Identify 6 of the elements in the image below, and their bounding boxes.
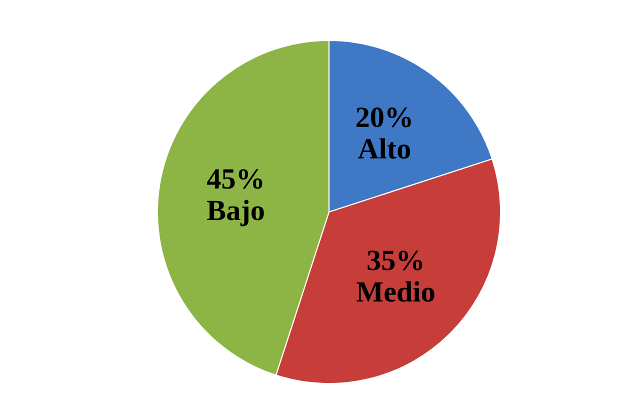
slice-label: Alto — [358, 138, 410, 159]
slice-label: Medio — [356, 281, 434, 302]
data-label: 35% — [368, 250, 422, 270]
data-label: 20% — [356, 108, 411, 128]
data-label: 45% — [207, 169, 262, 189]
slice-label: Bajo — [207, 200, 264, 226]
